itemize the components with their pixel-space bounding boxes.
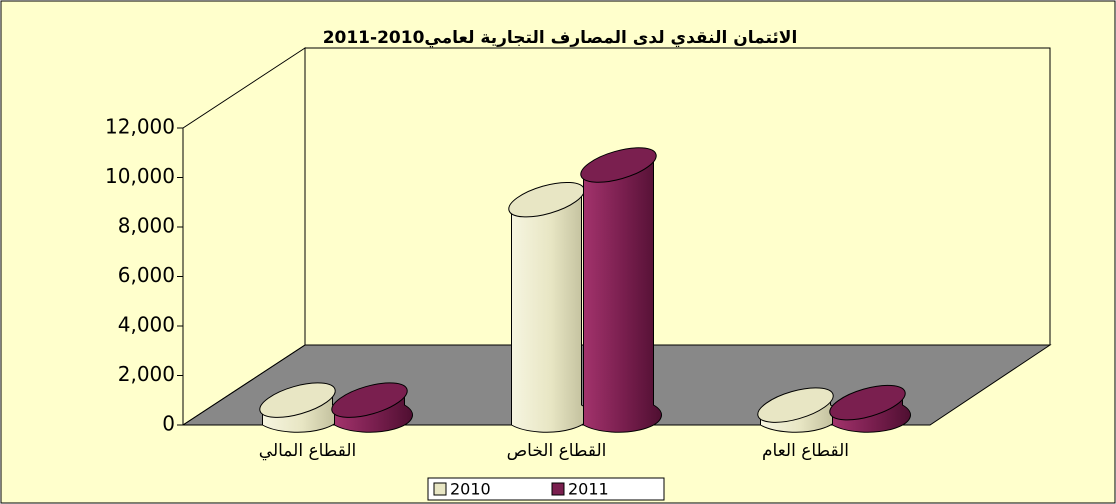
legend-swatch — [551, 482, 565, 496]
bar-top — [259, 382, 336, 418]
y-tick-label: 4,000 — [118, 313, 175, 337]
legend-swatch — [433, 482, 447, 496]
y-tick-label: 2,000 — [118, 362, 175, 386]
bar — [508, 181, 591, 433]
legend-label: 2010 — [450, 480, 491, 499]
back-wall — [304, 47, 1051, 346]
y-tick-label: 10,000 — [105, 164, 175, 188]
x-tick-label: القطاع المالي — [259, 441, 356, 461]
bar-top — [580, 147, 657, 183]
bar-top — [829, 384, 906, 421]
bar — [580, 147, 663, 433]
bar-top — [331, 382, 408, 418]
bar-top — [757, 387, 834, 423]
x-tick-label: القطاع الخاص — [507, 441, 607, 461]
bar-body — [511, 189, 591, 433]
chart-title: الائتمان النقدي لدى المصارف التجارية لعا… — [323, 28, 798, 48]
bar — [259, 382, 342, 433]
bar — [331, 382, 414, 433]
bar — [829, 384, 912, 433]
bar-body — [583, 155, 663, 433]
y-tick-label: 0 — [162, 412, 175, 436]
y-tick-label: 12,000 — [105, 115, 175, 139]
bar — [757, 387, 840, 433]
legend-label: 2011 — [568, 480, 609, 499]
y-tick-label: 8,000 — [118, 214, 175, 238]
y-tick-label: 6,000 — [118, 263, 175, 287]
x-tick-label: القطاع العام — [762, 441, 849, 461]
legend — [427, 477, 665, 501]
side-wall — [182, 47, 306, 426]
